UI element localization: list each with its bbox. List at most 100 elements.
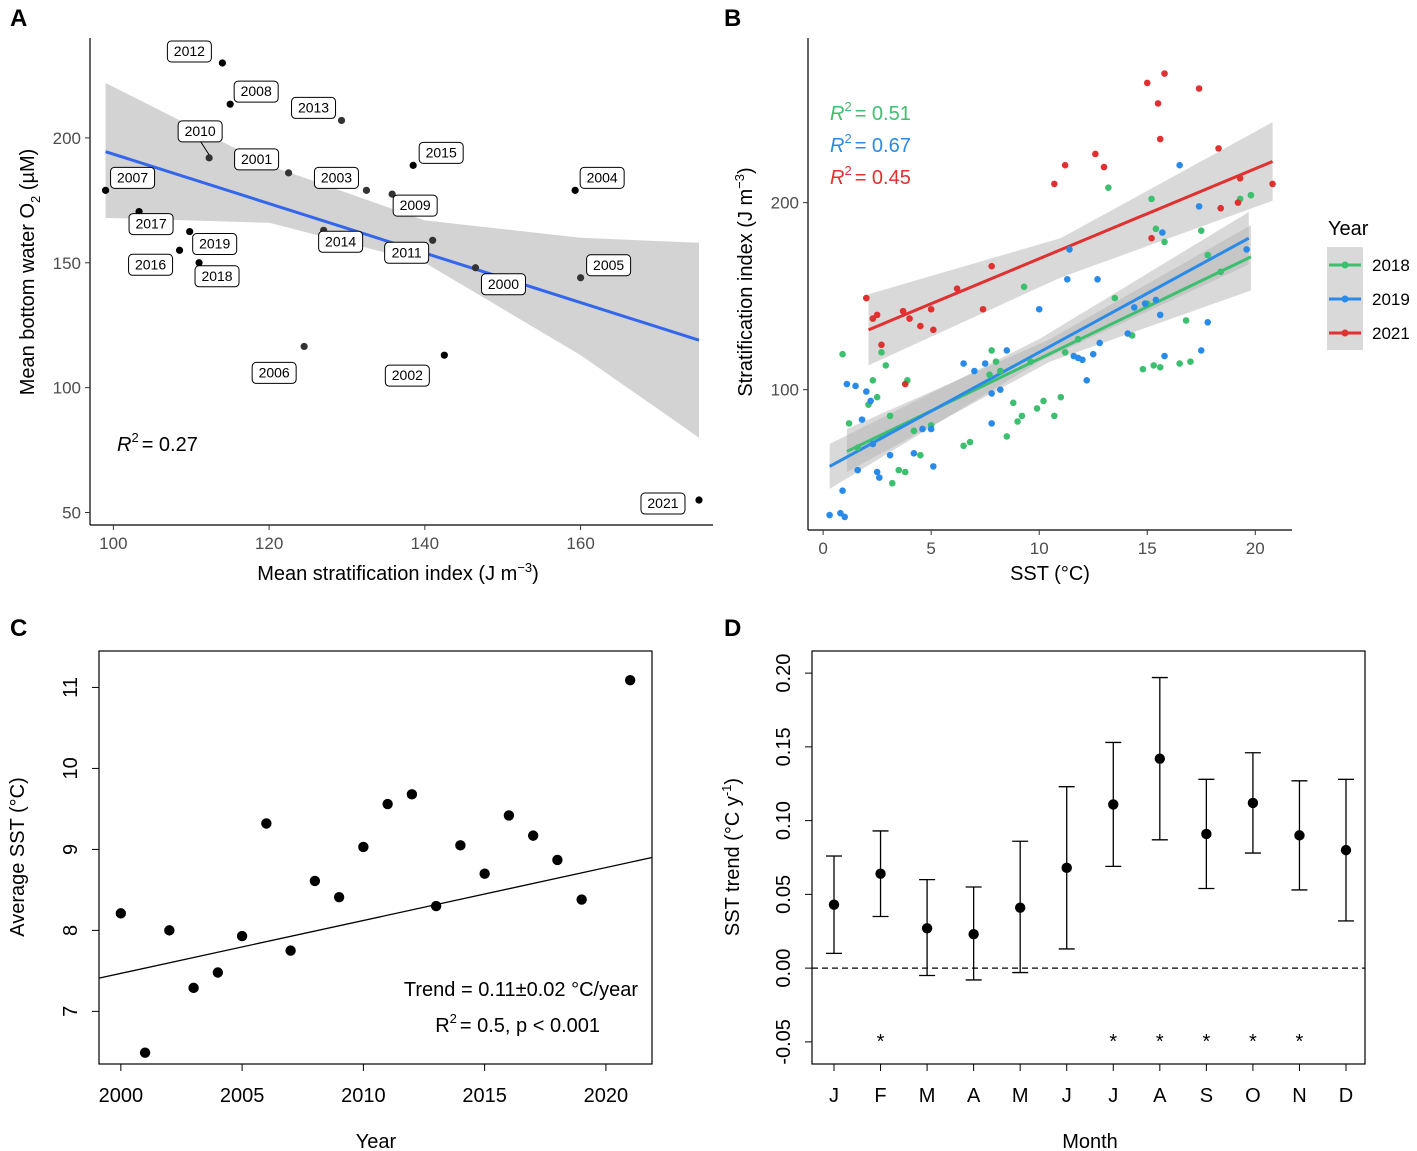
year-label: 2005 xyxy=(593,257,624,273)
year-label: 2008 xyxy=(241,83,272,99)
data-point-2002 xyxy=(440,351,448,359)
panel-c-points xyxy=(115,674,636,1058)
legend-label-2018: 2018 xyxy=(1372,256,1410,275)
data-point-2021 xyxy=(930,326,937,334)
panel-a-axes: 100 120 140 160 50 100 150 200 xyxy=(53,38,713,553)
panel-b-y-axis-label: Stratification index (J m−3) xyxy=(732,167,757,396)
data-point-2019 xyxy=(1094,276,1101,283)
significance-star: * xyxy=(877,1031,885,1053)
x-tick-label: J xyxy=(1108,1085,1118,1107)
data-point-2018 xyxy=(1111,294,1119,302)
data-point-2018 xyxy=(1204,251,1212,259)
data-point xyxy=(503,810,515,821)
data-point-2018 xyxy=(888,479,896,487)
panel-b-r2-2021: R2 = 0.45 xyxy=(830,163,911,189)
label-box xyxy=(640,492,686,515)
data-point-2019 xyxy=(841,513,849,521)
panel-a-chart: 100 120 140 160 50 100 150 200 2000 2001 2002 2003… xyxy=(17,38,713,585)
y-tick-label: 11 xyxy=(60,677,82,698)
trend-point xyxy=(1108,799,1119,810)
data-point-2019 xyxy=(1156,311,1164,319)
data-point-2012 xyxy=(218,59,226,67)
data-point xyxy=(479,868,490,879)
data-point-2021 xyxy=(873,311,881,319)
data-point-2019 xyxy=(927,425,935,433)
fit-line-2019 xyxy=(828,236,1250,468)
x-tick-label: M xyxy=(919,1085,936,1107)
y-tick-label: 0.15 xyxy=(773,727,795,766)
x-tick-label: N xyxy=(1292,1085,1306,1107)
panel-b-r2-2019: R2 = 0.67 xyxy=(830,131,911,157)
panel-c-x-axis-label: Year xyxy=(356,1131,397,1151)
data-point-2019 xyxy=(843,380,851,388)
data-point xyxy=(576,894,587,905)
panel-d-x-axis-label: Month xyxy=(1062,1131,1118,1151)
data-point-2019 xyxy=(863,388,870,395)
x-tick-label: 10 xyxy=(1030,539,1049,558)
data-point-2018 xyxy=(1033,405,1041,412)
x-tick-label: S xyxy=(1200,1085,1213,1107)
year-label: 2009 xyxy=(400,197,431,213)
data-point-2000 xyxy=(471,264,480,272)
significance-star: * xyxy=(1156,1031,1164,1053)
data-point-2019 xyxy=(852,382,859,390)
x-tick-label: O xyxy=(1245,1085,1261,1107)
label-box xyxy=(110,166,156,189)
trend-point xyxy=(875,868,886,879)
data-point-2018 xyxy=(960,442,967,450)
year-label: 2000 xyxy=(488,276,519,292)
data-point-2019 xyxy=(867,397,874,405)
data-point-2018 xyxy=(1057,393,1065,401)
data-point-2019 xyxy=(837,509,844,517)
data-point-2021 xyxy=(1195,85,1203,92)
y-tick-label: 0.05 xyxy=(773,875,795,914)
data-point xyxy=(212,967,224,978)
y-tick-label: 9 xyxy=(60,844,82,855)
data-point-2021 xyxy=(1143,79,1151,87)
label-box xyxy=(318,230,364,253)
data-point-2019 xyxy=(1243,246,1250,253)
data-point-2019 xyxy=(1195,203,1203,210)
data-point-2018 xyxy=(873,393,881,401)
data-point-2021 xyxy=(988,262,995,270)
data-point-2004 xyxy=(571,186,579,194)
panel-letter-c: C xyxy=(10,615,27,642)
x-tick-label: A xyxy=(1153,1085,1167,1107)
label-box xyxy=(313,166,359,189)
x-tick-label: 2000 xyxy=(99,1085,144,1107)
data-point-2018 xyxy=(1152,225,1160,233)
data-point-2018 xyxy=(878,348,885,356)
data-point-2018 xyxy=(1139,365,1147,373)
panel-b-points xyxy=(826,70,1276,521)
data-point xyxy=(188,982,199,994)
data-point-2019 xyxy=(1176,161,1183,169)
data-point-2019 xyxy=(858,416,866,423)
data-point-2018 xyxy=(869,377,877,384)
panel-c-fit-line xyxy=(98,856,653,979)
data-point-2021 xyxy=(917,322,924,330)
data-point-2018 xyxy=(1176,360,1183,367)
data-point-2018 xyxy=(917,451,924,459)
label-box xyxy=(480,273,526,296)
data-point-2021 xyxy=(863,294,870,302)
data-point-2019 xyxy=(1124,330,1132,337)
label-leader xyxy=(199,140,210,156)
data-point-2018 xyxy=(1027,358,1034,365)
y-tick-label: -0.05 xyxy=(773,1019,795,1065)
data-point-2018 xyxy=(1217,268,1224,276)
data-point-2018 xyxy=(901,468,909,476)
data-point-2019 xyxy=(1204,319,1212,326)
data-point-2019 xyxy=(1083,377,1091,384)
trend-point xyxy=(1340,844,1352,856)
label-box xyxy=(384,241,430,264)
year-label: 2003 xyxy=(321,169,352,185)
data-point-2019 xyxy=(1079,356,1086,364)
data-point-2019 xyxy=(1152,296,1160,304)
data-point-2016 xyxy=(175,246,184,254)
y-tick-label: 150 xyxy=(53,254,81,273)
data-point-2021 xyxy=(1100,163,1108,171)
data-point-2019 xyxy=(1063,276,1071,283)
data-point-2019 xyxy=(960,360,967,367)
trend-point xyxy=(1014,902,1026,913)
